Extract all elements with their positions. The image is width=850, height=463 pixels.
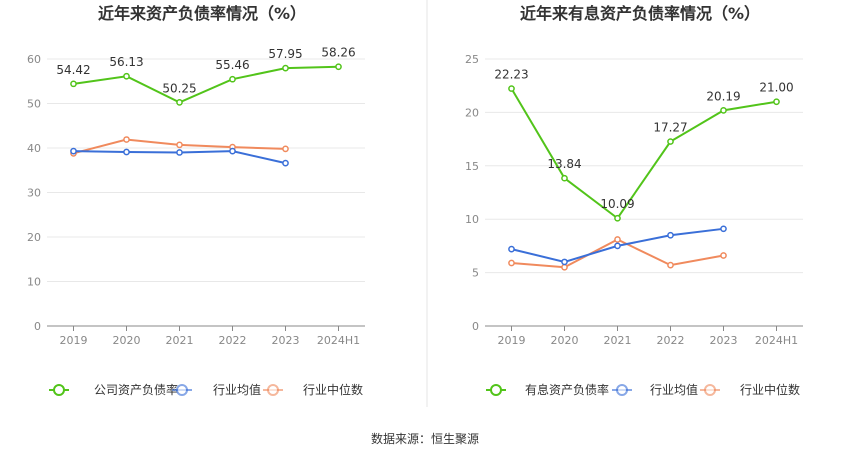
data-point [176, 141, 183, 149]
y-tick-label: 20 [465, 106, 479, 119]
y-tick-label: 20 [27, 231, 41, 244]
data-point [508, 259, 515, 267]
data-label: 17.27 [653, 121, 687, 135]
data-point [123, 72, 130, 80]
data-point [667, 138, 674, 145]
data-point [176, 149, 183, 156]
y-tick-label: 0 [34, 320, 41, 333]
data-point [720, 225, 727, 233]
data-point [70, 147, 77, 155]
x-tick-label: 2024H1 [317, 334, 360, 347]
x-tick-label: 2020 [551, 334, 579, 347]
x-tick-label: 2021 [166, 334, 194, 347]
y-tick-label: 0 [472, 320, 479, 333]
data-point [773, 98, 780, 106]
data-point [229, 147, 236, 155]
data-point [561, 263, 568, 271]
legend-label: 行业中位数 [303, 382, 363, 397]
data-label: 55.46 [215, 58, 249, 72]
data-point [667, 261, 674, 269]
legend-label: 行业均值 [650, 382, 698, 397]
y-tick-label: 25 [465, 53, 479, 66]
x-tick-label: 2021 [604, 334, 632, 347]
data-point [123, 136, 130, 143]
data-label: 56.13 [109, 55, 143, 69]
y-tick-label: 10 [465, 213, 479, 226]
y-tick-label: 60 [27, 53, 41, 66]
legend-label: 有息资产负债率 [525, 382, 609, 397]
legend-marker [176, 384, 188, 396]
legend-marker [490, 384, 502, 396]
data-point [614, 214, 621, 222]
data-point [561, 258, 568, 266]
legend-label: 行业中位数 [740, 382, 800, 397]
y-tick-label: 40 [27, 142, 41, 155]
data-point [667, 231, 674, 239]
data-point [614, 236, 621, 243]
legend-label: 公司资产负债率 [94, 382, 178, 397]
chart-title: 近年来有息资产负债率情况（%） [520, 4, 760, 23]
legend-marker [704, 384, 716, 396]
data-point [561, 174, 568, 182]
y-tick-label: 50 [27, 98, 41, 111]
x-tick-label: 2022 [219, 334, 247, 347]
data-label: 22.23 [494, 68, 528, 82]
x-tick-label: 2020 [113, 334, 141, 347]
data-point [720, 252, 727, 259]
data-point [282, 145, 289, 153]
data-point [229, 75, 236, 83]
chart-title: 近年来资产负债率情况（%） [98, 4, 306, 23]
data-label: 10.09 [600, 197, 634, 211]
data-label: 13.84 [547, 157, 581, 171]
data-label: 50.25 [162, 81, 196, 95]
data-point [282, 64, 289, 72]
x-tick-label: 2024H1 [755, 334, 798, 347]
data-point [282, 159, 289, 167]
series-line [73, 65, 339, 104]
x-tick-label: 2019 [498, 334, 526, 347]
data-point [70, 80, 77, 88]
y-tick-label: 5 [472, 267, 479, 280]
y-tick-label: 30 [27, 187, 41, 200]
x-tick-label: 2023 [272, 334, 300, 347]
legend-marker [53, 384, 65, 396]
data-label: 20.19 [706, 89, 740, 103]
legend-marker [267, 384, 279, 396]
x-tick-label: 2023 [710, 334, 738, 347]
data-point [176, 99, 183, 106]
data-source-note: 数据来源：恒生聚源 [371, 431, 479, 446]
data-label: 58.26 [321, 46, 355, 60]
x-tick-label: 2022 [657, 334, 685, 347]
legend-marker [616, 384, 628, 396]
series-line [510, 88, 777, 220]
data-point [614, 242, 621, 250]
data-point [335, 63, 342, 71]
y-tick-label: 15 [465, 160, 479, 173]
data-point [508, 85, 515, 92]
data-point [123, 148, 130, 156]
x-tick-label: 2019 [60, 334, 88, 347]
data-label: 21.00 [759, 81, 793, 95]
legend-label: 行业均值 [213, 382, 261, 397]
data-point [508, 245, 515, 253]
data-point [720, 107, 727, 114]
y-tick-label: 10 [27, 276, 41, 289]
data-label: 54.42 [56, 63, 90, 77]
data-label: 57.95 [268, 47, 302, 61]
